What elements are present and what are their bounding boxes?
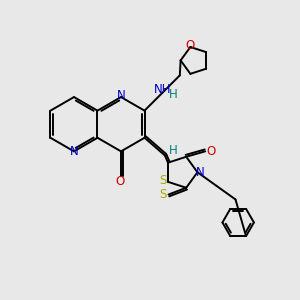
Text: S: S <box>159 174 167 187</box>
Text: N: N <box>117 89 125 102</box>
Text: O: O <box>186 39 195 52</box>
Text: N: N <box>70 145 78 158</box>
Text: O: O <box>206 145 216 158</box>
Text: H: H <box>169 144 177 157</box>
Text: S: S <box>159 188 166 201</box>
Text: H: H <box>169 88 178 101</box>
Text: O: O <box>116 175 125 188</box>
Text: NH: NH <box>153 83 171 96</box>
Text: N: N <box>196 166 205 179</box>
